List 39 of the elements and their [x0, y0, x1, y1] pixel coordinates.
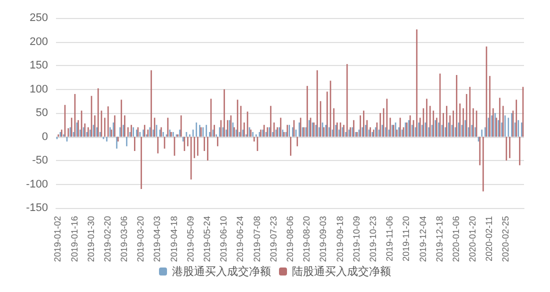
y-tick-label: 50: [36, 107, 48, 119]
x-tick-label: 2019-08-20: [302, 216, 312, 262]
x-tick-label: 2020-01-06: [450, 216, 461, 262]
x-tick-label: 2019-11-20: [401, 216, 412, 262]
x-tick-label: 2019-01-30: [86, 216, 96, 262]
x-tick-label: 2019-07-08: [252, 216, 262, 262]
x-tick-label: 2019-07-23: [268, 216, 278, 262]
x-tick-label: 2019-01-02: [52, 216, 63, 262]
x-tick-label: 2019-06-10: [218, 216, 229, 262]
y-tick-label: 100: [30, 83, 48, 96]
x-tick-label: 2019-12-04: [418, 216, 428, 262]
x-tick-label: 2019-04-03: [152, 216, 162, 262]
x-tick-label: 2019-05-24: [202, 216, 212, 262]
x-tick-label: 2020-01-20: [468, 216, 478, 262]
y-tick-label: 150: [30, 60, 48, 72]
legend-label: 港股通买入成交净额: [172, 265, 271, 278]
legend-label: 陆股通买入成交净额: [292, 265, 391, 278]
x-tick-label: 2019-10-23: [368, 216, 378, 262]
x-tick-label: 2019-08-06: [285, 216, 295, 262]
y-tick-label: 250: [30, 12, 48, 24]
x-tick-label: 2020-02-25: [500, 216, 511, 262]
x-tick-label: 2019-11-06: [384, 216, 395, 262]
x-tick-label: 2019-10-09: [351, 216, 362, 262]
x-tick-label: 2019-12-18: [434, 216, 444, 262]
x-tick-label: 2019-01-16: [69, 216, 80, 262]
y-tick-label: -50: [32, 154, 48, 166]
y-tick-label: -100: [26, 178, 48, 190]
x-tick-label: 2019-03-20: [136, 216, 146, 262]
y-tick-label: 200: [30, 36, 48, 48]
y-tick-label: 0: [42, 130, 48, 143]
x-tick-label: 2019-06-24: [235, 216, 246, 262]
x-tick-label: 2019-02-20: [102, 216, 112, 262]
x-tick-label: 2019-09-03: [318, 216, 328, 262]
x-tick-label: 2019-05-09: [185, 216, 196, 262]
y-tick-label: -150: [26, 202, 48, 214]
x-tick-label: 2020-02-11: [484, 216, 494, 262]
x-tick-label: 2019-03-06: [119, 216, 130, 262]
x-tick-label: 2019-09-18: [334, 216, 345, 262]
x-tick-label: 2019-04-18: [168, 216, 179, 262]
